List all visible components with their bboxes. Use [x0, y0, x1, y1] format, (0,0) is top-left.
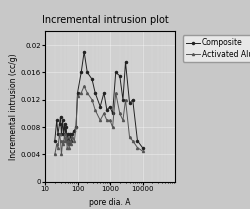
Activated Alumina — [111, 126, 114, 128]
Composite — [90, 78, 94, 80]
Composite — [99, 105, 102, 108]
Composite — [73, 129, 76, 132]
Activated Alumina — [56, 146, 59, 149]
Composite — [131, 98, 134, 101]
Composite — [76, 92, 79, 94]
Text: Incremental intrusion plot: Incremental intrusion plot — [42, 15, 168, 25]
Activated Alumina — [61, 140, 64, 142]
Composite — [66, 140, 69, 142]
Composite — [63, 122, 66, 125]
Composite — [108, 105, 112, 108]
Activated Alumina — [65, 136, 68, 139]
Line: Composite: Composite — [54, 51, 144, 149]
Composite — [80, 71, 83, 74]
Activated Alumina — [99, 119, 102, 121]
Composite — [122, 98, 124, 101]
Activated Alumina — [60, 153, 63, 156]
Activated Alumina — [86, 92, 89, 94]
Activated Alumina — [66, 146, 69, 149]
Composite — [118, 75, 121, 77]
Activated Alumina — [66, 140, 69, 142]
Activated Alumina — [68, 146, 70, 149]
Activated Alumina — [59, 140, 62, 142]
Activated Alumina — [128, 136, 131, 139]
Activated Alumina — [63, 133, 66, 135]
Composite — [102, 92, 106, 94]
Composite — [83, 51, 86, 53]
Composite — [71, 133, 74, 135]
Activated Alumina — [90, 98, 94, 101]
Activated Alumina — [70, 143, 73, 145]
Activated Alumina — [62, 143, 65, 145]
Composite — [61, 119, 64, 121]
Activated Alumina — [114, 92, 117, 94]
Composite — [60, 133, 63, 135]
Composite — [86, 71, 89, 74]
Activated Alumina — [73, 140, 76, 142]
X-axis label: pore dia. A: pore dia. A — [89, 198, 131, 206]
Composite — [114, 71, 117, 74]
Composite — [62, 133, 65, 135]
Composite — [141, 146, 144, 149]
Composite — [69, 133, 72, 135]
Composite — [59, 116, 62, 118]
Activated Alumina — [108, 119, 112, 121]
Activated Alumina — [71, 136, 74, 139]
Composite — [58, 122, 61, 125]
Activated Alumina — [80, 92, 83, 94]
Activated Alumina — [58, 133, 61, 135]
Legend: Composite, Activated Alumina: Composite, Activated Alumina — [183, 35, 250, 62]
Composite — [56, 133, 59, 135]
Activated Alumina — [83, 85, 86, 87]
Activated Alumina — [53, 153, 56, 156]
Composite — [70, 140, 73, 142]
Composite — [68, 143, 70, 145]
Activated Alumina — [105, 119, 108, 121]
Line: Activated Alumina: Activated Alumina — [54, 85, 144, 155]
Composite — [65, 126, 68, 128]
Activated Alumina — [118, 112, 121, 115]
Composite — [64, 133, 67, 135]
Composite — [55, 119, 58, 121]
Y-axis label: Incremental intrusion (cc/g): Incremental intrusion (cc/g) — [9, 53, 18, 160]
Activated Alumina — [69, 140, 72, 142]
Activated Alumina — [124, 98, 127, 101]
Activated Alumina — [102, 112, 106, 115]
Composite — [94, 92, 97, 94]
Activated Alumina — [64, 140, 67, 142]
Composite — [53, 140, 56, 142]
Activated Alumina — [94, 109, 97, 111]
Composite — [74, 126, 78, 128]
Composite — [124, 61, 127, 63]
Composite — [66, 133, 69, 135]
Activated Alumina — [55, 143, 58, 145]
Activated Alumina — [141, 150, 144, 152]
Activated Alumina — [136, 146, 139, 149]
Composite — [111, 112, 114, 115]
Composite — [136, 140, 139, 142]
Composite — [128, 102, 131, 104]
Activated Alumina — [122, 119, 124, 121]
Activated Alumina — [76, 95, 79, 98]
Activated Alumina — [74, 126, 78, 128]
Composite — [105, 109, 108, 111]
Activated Alumina — [131, 140, 134, 142]
